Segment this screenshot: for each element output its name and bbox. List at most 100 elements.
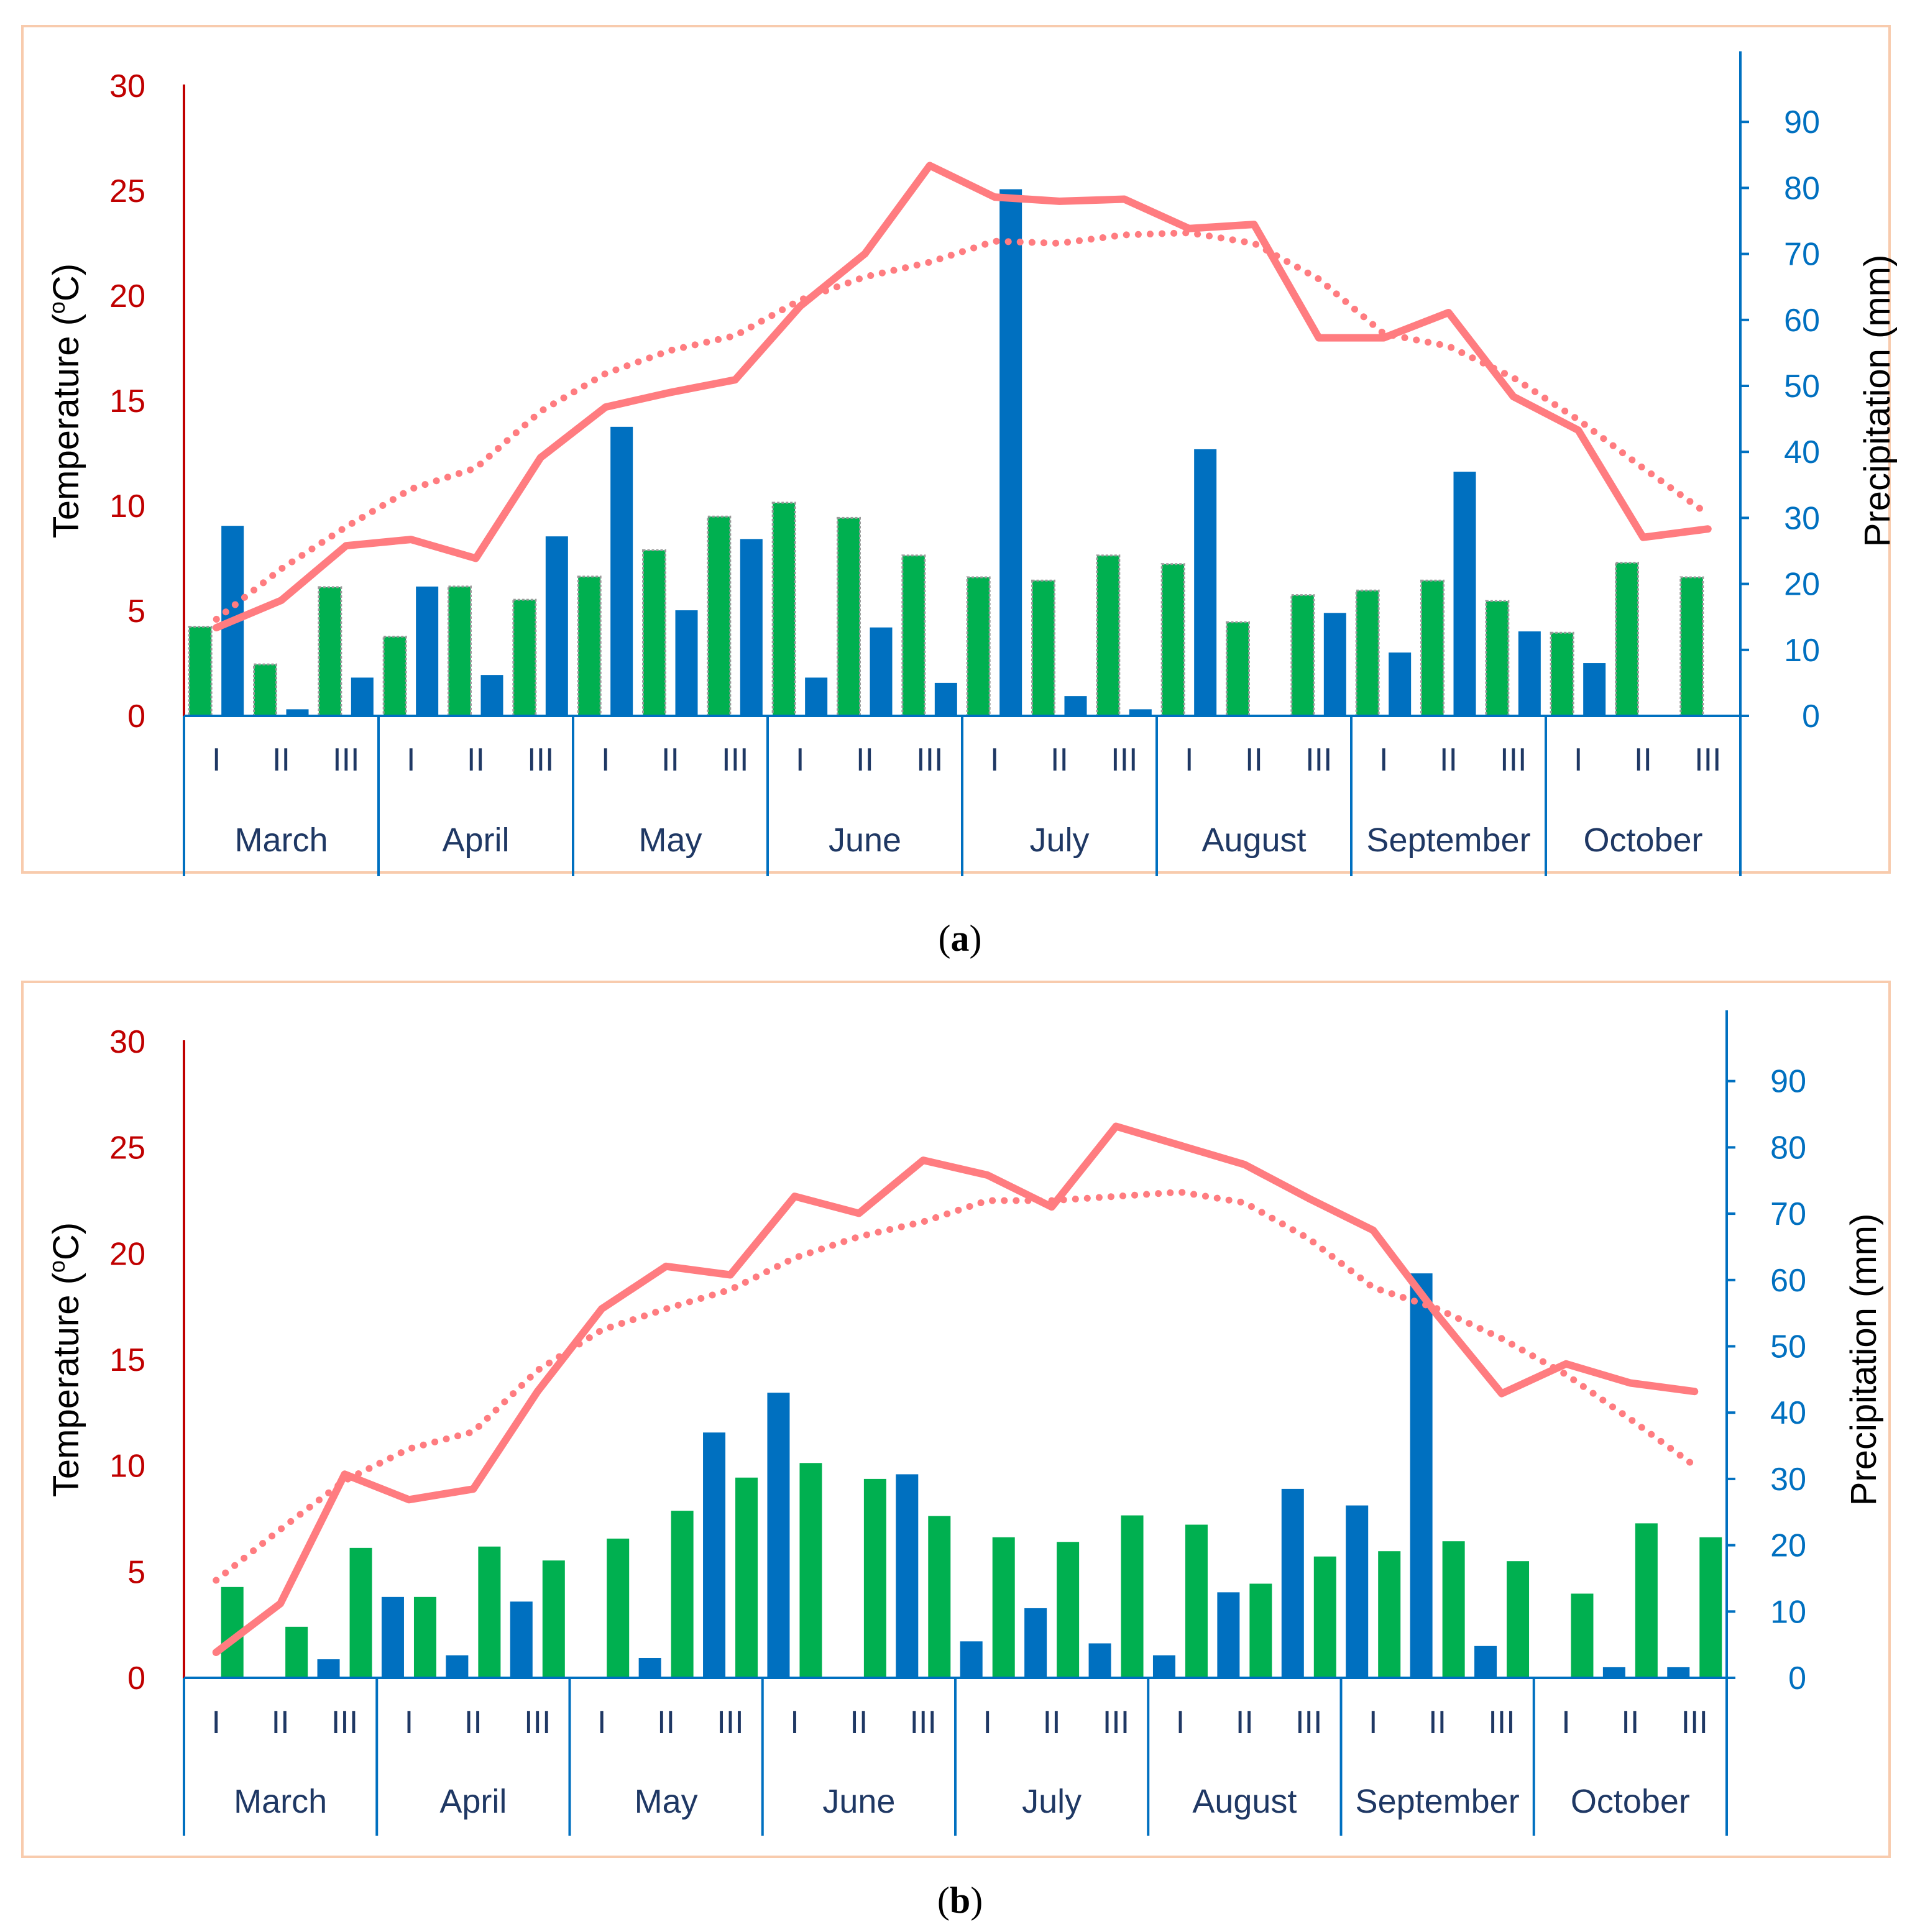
pb-temp-line-solid [212,1122,1699,1656]
pb-y-tick-label: 0 [127,1660,145,1696]
pb-month-label-october: October [1571,1783,1690,1820]
pb-y2-tick-label: 90 [1770,1064,1806,1100]
pa-bar-green-5 [512,598,537,717]
pa-y2-tick-label: 10 [1784,633,1820,669]
pa-month-label-march: March [234,822,328,859]
pa-y-tick-label: 15 [109,383,145,419]
pa-bar-blue-8 [740,539,763,716]
pb-y2-tick-label: 70 [1770,1196,1806,1232]
pb-bar-blue-14 [1088,1643,1111,1678]
pb-month-label-march: March [234,1783,327,1820]
pb-bar-green-11 [928,1516,951,1678]
pa-month-label-september: September [1366,822,1530,859]
panel-label-b: b [949,1880,971,1921]
pb-bar-green-16 [1249,1583,1272,1678]
pb-month-label-august: August [1192,1783,1297,1820]
pb-y2-tick-label: 30 [1770,1462,1806,1498]
pb-decade-label-11: III [910,1705,937,1741]
pb-bar-blue-4 [446,1655,469,1678]
pb-bar-blue-22 [1602,1667,1625,1678]
pa-decade-label-21: I [1574,742,1582,778]
pa-bar-green-8 [707,515,732,717]
pa-y-tick-label: 25 [109,173,145,209]
pa-bar-blue-20 [1518,631,1541,716]
pb-bar-blue-11 [896,1474,919,1678]
pa-frame [21,25,1891,874]
pa-month-label-october: October [1583,822,1702,859]
pb-bar-green-5 [542,1560,565,1678]
pb-month-label-may: May [635,1783,698,1820]
pb-bar-green-12 [992,1537,1015,1678]
pb-bar-blue-23 [1667,1667,1690,1678]
pa-y2-tick-label: 70 [1784,237,1820,273]
pb-month-label-april: April [439,1783,507,1820]
pa-y2-tick-label: 50 [1784,369,1820,405]
pa-bar-blue-7 [675,610,698,716]
pb-decade-label-20: III [1488,1705,1515,1741]
pa-bar-blue-12 [999,189,1022,716]
pb-bar-green-2 [349,1547,372,1678]
pa-month-label-april: April [442,822,509,859]
pb-decade-label-4: II [464,1705,482,1741]
pa-bar-green-11 [901,554,926,717]
pb-bar-green-10 [863,1478,886,1678]
pa-decade-label-10: II [856,742,874,778]
pa-bar-blue-2 [351,677,374,716]
pa-decade-label-22: II [1634,742,1652,778]
pa-decade-label-20: III [1500,742,1527,778]
pb-decade-label-12: I [983,1705,991,1741]
pb-month-label-june: June [822,1783,895,1820]
pb-decade-label-2: III [331,1705,358,1741]
pa-decade-label-4: II [467,742,485,778]
pa-decade-label-2: III [333,742,359,778]
pa-bar-blue-14 [1129,709,1152,716]
pa-decade-label-3: I [407,742,415,778]
pb-y2-tick-label: 10 [1770,1594,1806,1630]
pa-bar-green-17 [1290,594,1315,717]
pa-decade-label-8: III [722,742,748,778]
pa-decade-label-12: I [990,742,999,778]
pa-decade-label-9: I [796,742,804,778]
pb-decade-label-17: III [1295,1705,1322,1741]
pa-temp-line-solid [213,162,1712,631]
pa-bar-green-22 [1615,562,1639,717]
pa-y2-axis-title: Precipitation (mm) [1857,255,1898,547]
pa-bar-green-16 [1226,621,1250,717]
pa-y-tick-label: 10 [109,488,145,524]
pa-y2-tick-label: 0 [1802,698,1820,735]
pb-frame [21,981,1891,1858]
pb-bar-green-13 [1057,1542,1080,1678]
chart-panel-a: 0 5 10 15 20 25 30 0 10 20 30 40 50 60 70 80 90 Temperatu… [21,25,1898,876]
pb-month-label-july: July [1022,1783,1082,1820]
pa-bar-green-10 [837,516,861,717]
pa-decade-label-13: II [1050,742,1068,778]
pb-decade-label-3: I [405,1705,413,1741]
pb-y-tick-label: 5 [127,1554,145,1590]
pb-bar-green-23 [1699,1537,1722,1678]
pa-bar-green-0 [188,626,213,717]
pa-bar-blue-15 [1194,449,1217,716]
pa-decade-label-18: I [1379,742,1388,778]
pb-y2-tick-label: 60 [1770,1263,1806,1299]
pa-bar-green-9 [771,501,796,717]
pb-bar-blue-7 [638,1657,661,1678]
pb-bar-blue-17 [1281,1488,1304,1678]
pa-bar-blue-21 [1583,663,1606,716]
pa-y2-tick-label: 90 [1784,104,1820,140]
pa-decade-label-16: II [1245,742,1263,778]
pa-bar-green-2 [318,586,342,717]
pa-y-tick-label: 5 [127,593,145,630]
pb-bar-blue-8 [703,1432,726,1678]
pa-bar-blue-5 [545,536,568,716]
pb-bar-green-6 [607,1538,630,1678]
pb-y-tick-label: 15 [109,1342,145,1378]
pa-bar-green-23 [1679,576,1704,717]
pa-bar-green-6 [577,575,602,717]
pa-bar-green-12 [966,576,991,717]
pa-bar-green-20 [1485,600,1510,717]
pb-bar-blue-2 [317,1659,340,1678]
pa-y2-tick-label: 60 [1784,303,1820,339]
pb-y2-tick-label: 0 [1788,1660,1806,1696]
pa-bar-green-7 [642,549,666,717]
pa-y-axis-title: Temperature (oC) [44,263,86,538]
